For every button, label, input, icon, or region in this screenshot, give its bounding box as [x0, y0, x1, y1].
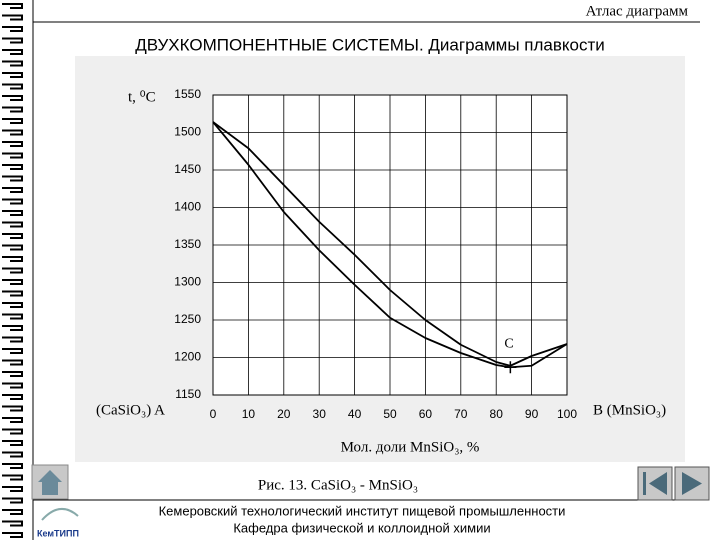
ring [2, 405, 23, 412]
eutectic-point [504, 361, 517, 374]
y-tick-label: 1550 [174, 87, 201, 101]
x-tick-label: 20 [277, 407, 291, 421]
chart: 1150 1200 1250 1300 1350 1400 1450 1500 1550 0 10 2… [96, 87, 666, 455]
next-icon[interactable] [682, 472, 702, 495]
y-tick-label: 1400 [174, 200, 201, 214]
component-label: B (MnSiO₃) [593, 402, 666, 418]
title: ДВУХКОМПОНЕНТНЫЕ СИСТЕМЫ. Диаграммы плав… [135, 35, 605, 54]
ring [2, 302, 23, 308]
ring [2, 3, 23, 9]
logo-text: КемТИПП [37, 528, 79, 538]
x-tick-label: 70 [454, 407, 468, 421]
ring [2, 359, 23, 366]
ring [2, 106, 23, 113]
ring [2, 325, 23, 331]
x-tick-label: 50 [383, 407, 397, 421]
ring [2, 14, 23, 21]
ring [2, 187, 23, 193]
ring [2, 141, 23, 147]
y-tick-label: 1350 [174, 237, 201, 251]
ring [2, 267, 23, 274]
y-tick-label: 1450 [174, 162, 201, 176]
ring [2, 26, 23, 32]
ring [2, 428, 23, 435]
prev-icon[interactable] [649, 472, 667, 495]
caption: Рис. 13. CaSiO₃ - MnSiO₃ [258, 477, 418, 493]
ring [2, 520, 23, 527]
y-tick-label: 1200 [174, 350, 201, 364]
x-tick-label: 30 [313, 407, 327, 421]
next-button[interactable] [674, 466, 710, 501]
prev-button[interactable] [637, 466, 673, 501]
x-tick-label: 0 [210, 407, 217, 421]
ring [2, 348, 23, 354]
y-tick-label: 1300 [174, 275, 201, 289]
ring [2, 532, 23, 538]
logo: КемТИПП [37, 508, 79, 538]
ring [2, 394, 23, 400]
ring [2, 129, 23, 136]
ring [2, 463, 23, 469]
ring [2, 279, 23, 285]
y-tick-label: 1500 [174, 125, 201, 139]
ring [2, 474, 23, 481]
curve [212, 121, 568, 367]
footer-line: Кафедра физической и коллоидной химии [233, 520, 490, 535]
ring [2, 486, 23, 492]
x-tick-label: 10 [242, 407, 256, 421]
ring [2, 49, 23, 55]
home-icon[interactable] [38, 470, 62, 495]
ring [2, 37, 23, 44]
ring [2, 497, 23, 504]
ring [2, 417, 23, 423]
component-label: (CaSiO₃) A [96, 402, 165, 418]
ring [2, 175, 23, 182]
ring [2, 371, 23, 377]
ring [2, 118, 23, 124]
ring [2, 72, 23, 78]
binding [2, 3, 23, 538]
y-tick-label: 1150 [175, 387, 201, 401]
ring [2, 198, 23, 205]
x-tick-label: 100 [557, 407, 577, 421]
ring [2, 256, 23, 262]
prev-bar[interactable] [643, 472, 646, 495]
ring [2, 509, 23, 515]
ring [2, 313, 23, 320]
ring [2, 221, 23, 228]
logo-mark [41, 508, 79, 521]
ring [2, 60, 23, 67]
y-axis-label: t, ⁰C [128, 89, 156, 105]
ring [2, 336, 23, 343]
x-tick-label: 40 [348, 407, 362, 421]
ring [2, 290, 23, 297]
footer-line: Кемеровский технологический институт пищ… [159, 503, 566, 518]
x-tick-label: 60 [419, 407, 433, 421]
ring [2, 95, 23, 101]
ring [2, 83, 23, 90]
ring [2, 210, 23, 216]
ring [2, 451, 23, 458]
ring [2, 382, 23, 389]
x-axis-label: Мол. доли MnSiO₃, % [341, 439, 480, 455]
header: Атлас диаграмм [586, 3, 689, 19]
ring [2, 440, 23, 446]
annotation: C [504, 336, 513, 351]
home-button[interactable] [31, 464, 69, 500]
ring [2, 152, 23, 159]
y-tick-label: 1250 [174, 312, 201, 326]
x-tick-label: 90 [525, 407, 539, 421]
ring [2, 244, 23, 251]
ring [2, 164, 23, 170]
x-tick-label: 80 [490, 407, 504, 421]
ring [2, 233, 23, 239]
